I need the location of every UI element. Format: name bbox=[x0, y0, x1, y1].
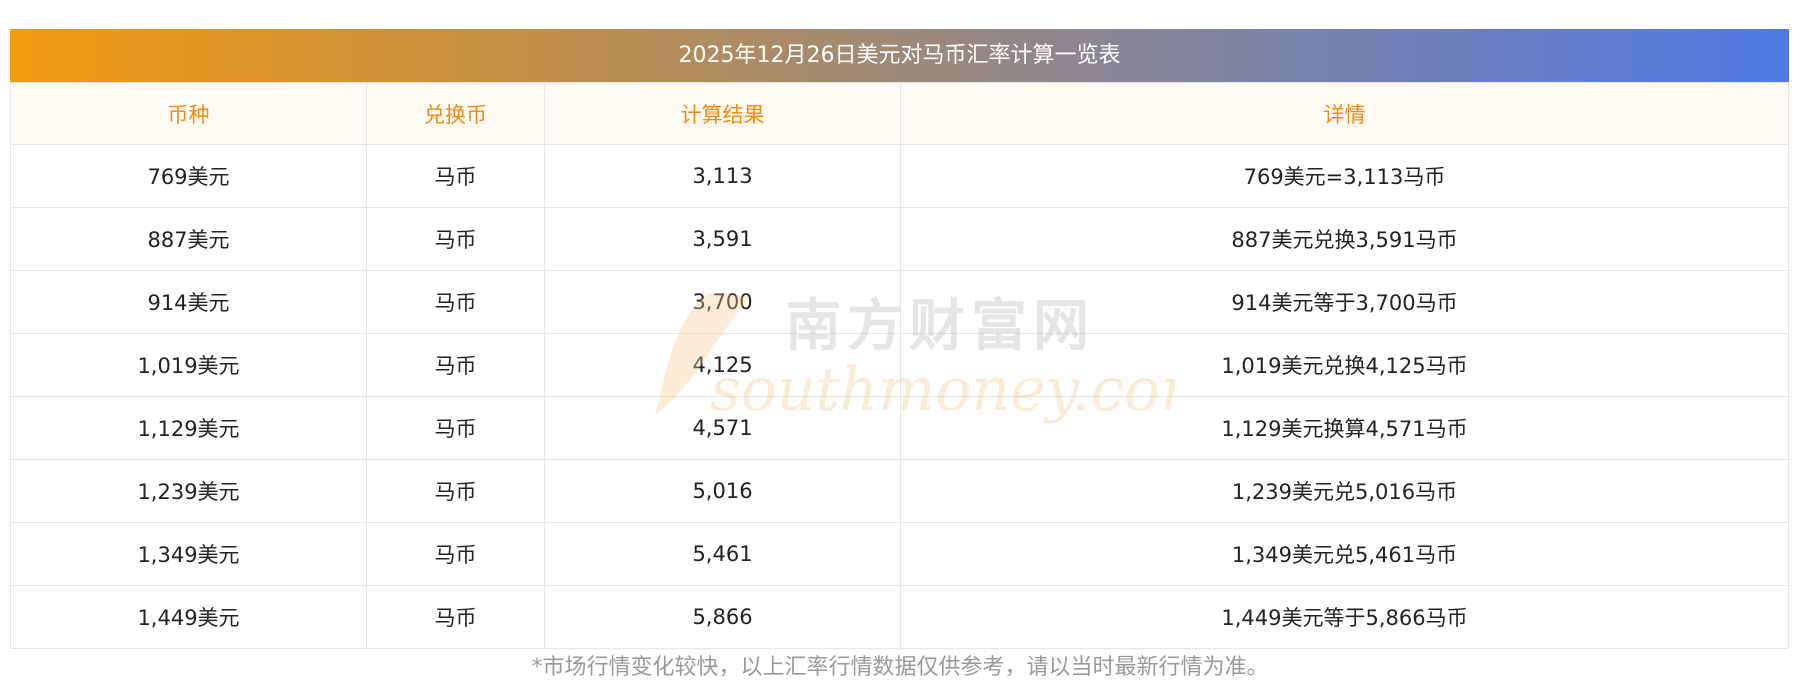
cell-target: 马币 bbox=[366, 459, 545, 523]
cell-details: 1,019美元兑换4,125马币 bbox=[900, 333, 1789, 397]
cell-result: 3,700 bbox=[544, 270, 901, 334]
cell-currency: 1,129美元 bbox=[10, 396, 367, 460]
table-row: 1,349美元 马币 5,461 1,349美元兑5,461马币 bbox=[10, 522, 1789, 586]
cell-target: 马币 bbox=[366, 522, 545, 586]
cell-result: 5,461 bbox=[544, 522, 901, 586]
table-row: 1,129美元 马币 4,571 1,129美元换算4,571马币 bbox=[10, 396, 1789, 460]
header-currency: 币种 bbox=[10, 82, 367, 145]
cell-details: 887美元兑换3,591马币 bbox=[900, 207, 1789, 271]
cell-target: 马币 bbox=[366, 270, 545, 334]
table-title: 2025年12月26日美元对马币汇率计算一览表 bbox=[10, 29, 1789, 82]
header-result: 计算结果 bbox=[544, 82, 901, 145]
cell-currency: 914美元 bbox=[10, 270, 367, 334]
cell-details: 1,129美元换算4,571马币 bbox=[900, 396, 1789, 460]
cell-details: 1,449美元等于5,866马币 bbox=[900, 585, 1789, 649]
cell-currency: 769美元 bbox=[10, 144, 367, 208]
cell-result: 5,016 bbox=[544, 459, 901, 523]
cell-details: 1,239美元兑5,016马币 bbox=[900, 459, 1789, 523]
cell-result: 4,125 bbox=[544, 333, 901, 397]
table-row: 1,449美元 马币 5,866 1,449美元等于5,866马币 bbox=[10, 585, 1789, 649]
cell-currency: 1,019美元 bbox=[10, 333, 367, 397]
header-target-currency: 兑换币 bbox=[366, 82, 545, 145]
rate-table-container: 2025年12月26日美元对马币汇率计算一览表 币种 兑换币 计算结果 详情 7… bbox=[10, 29, 1789, 649]
cell-details: 769美元=3,113马币 bbox=[900, 144, 1789, 208]
rate-table: 币种 兑换币 计算结果 详情 769美元 马币 3,113 769美元=3,11… bbox=[10, 82, 1789, 649]
table-row: 914美元 马币 3,700 914美元等于3,700马币 bbox=[10, 270, 1789, 334]
cell-target: 马币 bbox=[366, 585, 545, 649]
cell-target: 马币 bbox=[366, 207, 545, 271]
cell-currency: 1,449美元 bbox=[10, 585, 367, 649]
table-row: 1,239美元 马币 5,016 1,239美元兑5,016马币 bbox=[10, 459, 1789, 523]
cell-result: 3,591 bbox=[544, 207, 901, 271]
table-row: 769美元 马币 3,113 769美元=3,113马币 bbox=[10, 144, 1789, 208]
table-row: 1,019美元 马币 4,125 1,019美元兑换4,125马币 bbox=[10, 333, 1789, 397]
cell-target: 马币 bbox=[366, 144, 545, 208]
cell-result: 4,571 bbox=[544, 396, 901, 460]
cell-target: 马币 bbox=[366, 396, 545, 460]
cell-details: 1,349美元兑5,461马币 bbox=[900, 522, 1789, 586]
cell-result: 5,866 bbox=[544, 585, 901, 649]
table-row: 887美元 马币 3,591 887美元兑换3,591马币 bbox=[10, 207, 1789, 271]
cell-currency: 887美元 bbox=[10, 207, 367, 271]
footnote: *市场行情变化较快，以上汇率行情数据仅供参考，请以当时最新行情为准。 bbox=[531, 655, 1269, 680]
header-details: 详情 bbox=[900, 82, 1789, 145]
table-header-row: 币种 兑换币 计算结果 详情 bbox=[10, 82, 1789, 145]
cell-details: 914美元等于3,700马币 bbox=[900, 270, 1789, 334]
cell-currency: 1,349美元 bbox=[10, 522, 367, 586]
cell-target: 马币 bbox=[366, 333, 545, 397]
cell-currency: 1,239美元 bbox=[10, 459, 367, 523]
cell-result: 3,113 bbox=[544, 144, 901, 208]
